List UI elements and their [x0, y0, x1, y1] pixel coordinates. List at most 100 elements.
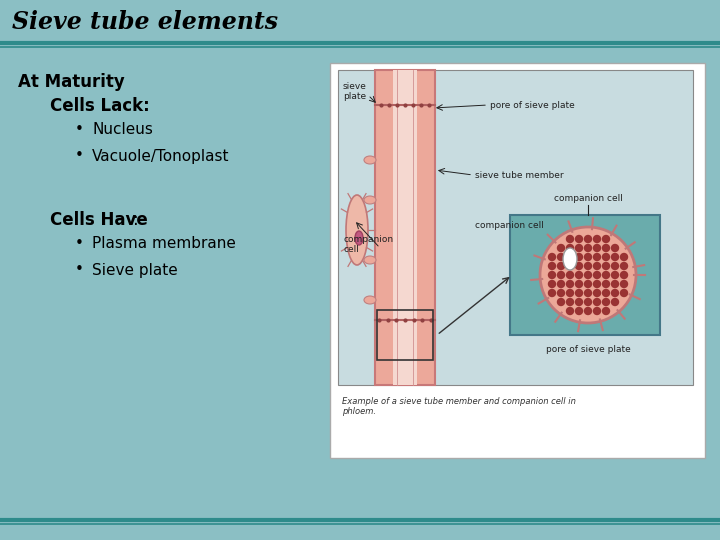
- Circle shape: [575, 262, 582, 269]
- Circle shape: [621, 262, 628, 269]
- Circle shape: [593, 235, 600, 242]
- Circle shape: [567, 272, 574, 279]
- Bar: [393, 70, 417, 385]
- Text: pore of sieve plate: pore of sieve plate: [490, 100, 575, 110]
- Circle shape: [567, 245, 574, 252]
- Circle shape: [575, 272, 582, 279]
- Circle shape: [621, 289, 628, 296]
- Circle shape: [611, 280, 618, 287]
- Circle shape: [575, 307, 582, 314]
- Text: Sieve tube elements: Sieve tube elements: [12, 10, 278, 34]
- Text: At Maturity: At Maturity: [18, 73, 125, 91]
- Circle shape: [611, 299, 618, 306]
- Circle shape: [567, 235, 574, 242]
- Circle shape: [575, 253, 582, 260]
- Circle shape: [549, 262, 556, 269]
- Circle shape: [603, 262, 610, 269]
- Circle shape: [621, 272, 628, 279]
- Text: Nucleus: Nucleus: [92, 123, 153, 138]
- Circle shape: [567, 307, 574, 314]
- Circle shape: [567, 299, 574, 306]
- Circle shape: [557, 289, 564, 296]
- Circle shape: [557, 272, 564, 279]
- Text: sieve
plate: sieve plate: [343, 82, 367, 102]
- Ellipse shape: [563, 248, 577, 270]
- Circle shape: [575, 289, 582, 296]
- Circle shape: [540, 227, 636, 323]
- Bar: [375, 70, 435, 385]
- Circle shape: [585, 299, 592, 306]
- Circle shape: [575, 280, 582, 287]
- Text: •: •: [75, 237, 84, 252]
- Circle shape: [593, 307, 600, 314]
- Circle shape: [549, 289, 556, 296]
- Circle shape: [585, 235, 592, 242]
- Circle shape: [567, 253, 574, 260]
- Circle shape: [557, 253, 564, 260]
- Circle shape: [603, 253, 610, 260]
- Circle shape: [585, 262, 592, 269]
- Circle shape: [603, 307, 610, 314]
- Circle shape: [603, 289, 610, 296]
- Text: •: •: [75, 148, 84, 164]
- Circle shape: [593, 289, 600, 296]
- Circle shape: [603, 235, 610, 242]
- Text: •: •: [75, 262, 84, 278]
- Circle shape: [593, 280, 600, 287]
- Circle shape: [575, 245, 582, 252]
- Circle shape: [549, 280, 556, 287]
- Ellipse shape: [346, 195, 368, 265]
- Bar: [377, 310, 433, 360]
- Ellipse shape: [364, 256, 376, 264]
- Circle shape: [611, 289, 618, 296]
- Circle shape: [621, 253, 628, 260]
- Text: Cells Lack:: Cells Lack:: [50, 97, 150, 115]
- Ellipse shape: [364, 156, 376, 164]
- Circle shape: [585, 307, 592, 314]
- Circle shape: [557, 262, 564, 269]
- Circle shape: [611, 272, 618, 279]
- Circle shape: [603, 280, 610, 287]
- Text: •: •: [75, 123, 84, 138]
- Circle shape: [593, 245, 600, 252]
- Text: Sieve plate: Sieve plate: [92, 262, 178, 278]
- Circle shape: [585, 272, 592, 279]
- Circle shape: [549, 253, 556, 260]
- Circle shape: [557, 245, 564, 252]
- Circle shape: [567, 262, 574, 269]
- Circle shape: [557, 280, 564, 287]
- Circle shape: [585, 280, 592, 287]
- Circle shape: [611, 253, 618, 260]
- Circle shape: [603, 272, 610, 279]
- Ellipse shape: [364, 296, 376, 304]
- Circle shape: [557, 299, 564, 306]
- Circle shape: [549, 272, 556, 279]
- Bar: [510, 215, 660, 335]
- Circle shape: [611, 262, 618, 269]
- Bar: [338, 70, 693, 385]
- Bar: [330, 63, 705, 458]
- Circle shape: [567, 280, 574, 287]
- Circle shape: [593, 262, 600, 269]
- Text: Plasma membrane: Plasma membrane: [92, 237, 236, 252]
- Ellipse shape: [364, 196, 376, 204]
- Text: pore of sieve plate: pore of sieve plate: [546, 345, 631, 354]
- Circle shape: [585, 245, 592, 252]
- Circle shape: [603, 245, 610, 252]
- Text: companion cell: companion cell: [475, 220, 544, 230]
- Circle shape: [593, 272, 600, 279]
- Circle shape: [567, 289, 574, 296]
- Circle shape: [585, 253, 592, 260]
- Circle shape: [621, 280, 628, 287]
- Text: companion
cell: companion cell: [343, 235, 393, 254]
- Circle shape: [575, 235, 582, 242]
- Text: companion cell: companion cell: [554, 194, 622, 203]
- Circle shape: [593, 299, 600, 306]
- Ellipse shape: [355, 231, 363, 245]
- Circle shape: [603, 299, 610, 306]
- Circle shape: [611, 245, 618, 252]
- Text: Cells Have: Cells Have: [50, 211, 148, 229]
- Text: Vacuole/Tonoplast: Vacuole/Tonoplast: [92, 148, 230, 164]
- Circle shape: [585, 289, 592, 296]
- Text: :: :: [133, 211, 139, 229]
